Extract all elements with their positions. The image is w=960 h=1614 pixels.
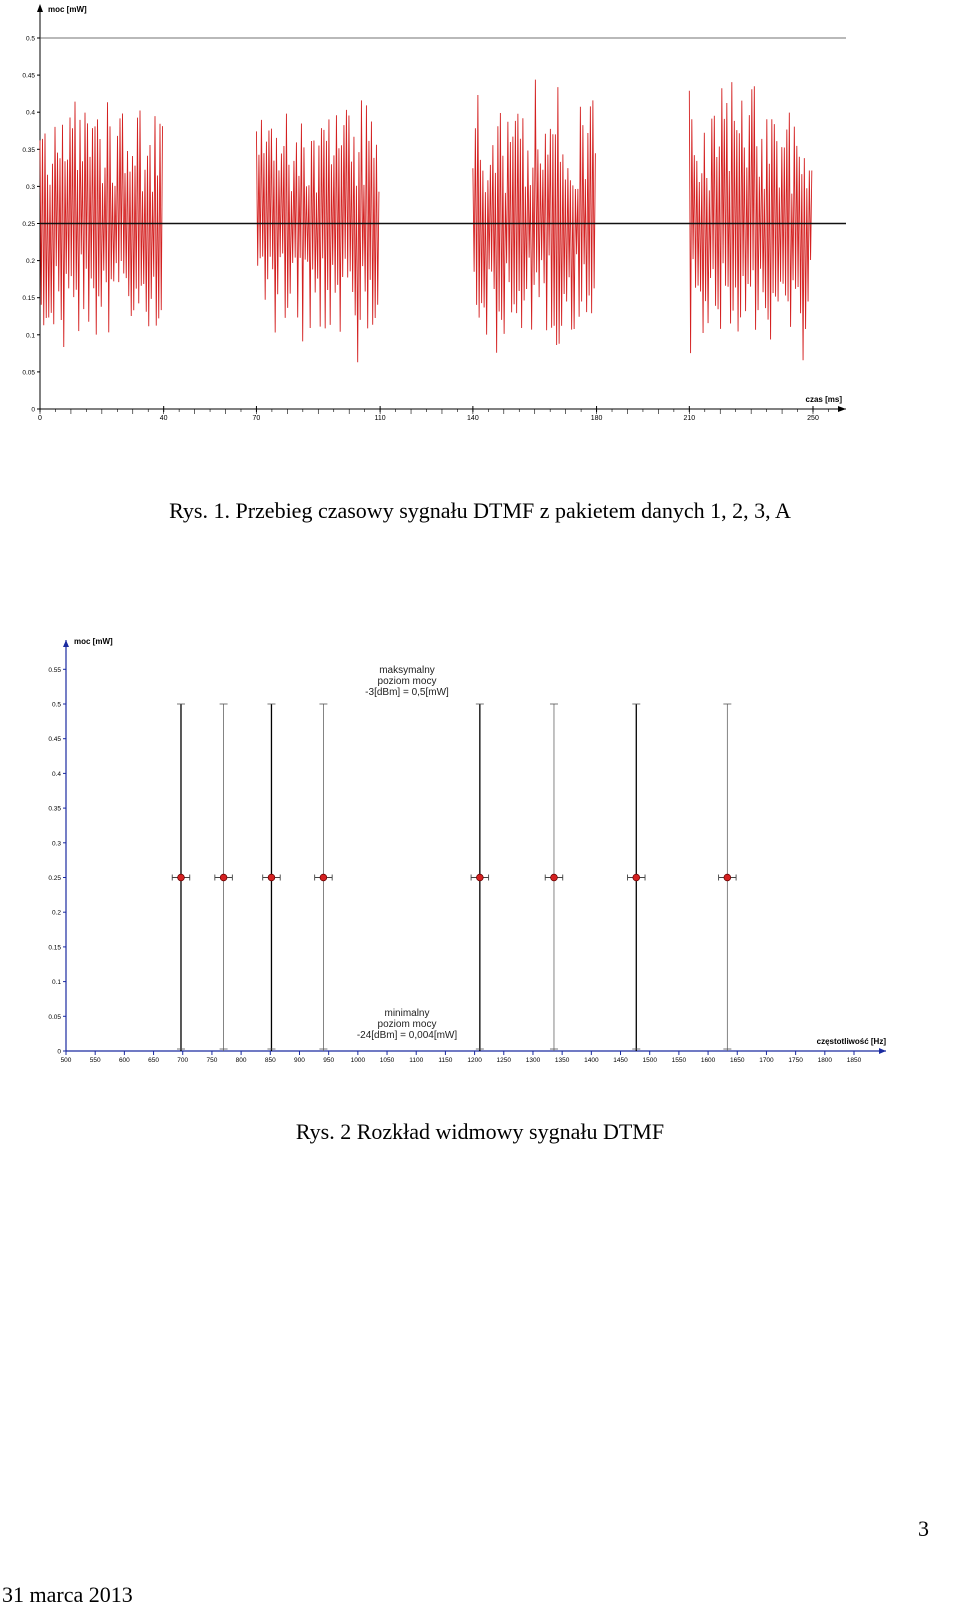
x-tick-label: 950 — [323, 1057, 334, 1064]
x-tick-label: 1000 — [351, 1057, 366, 1064]
x-tick-label: 1200 — [467, 1057, 482, 1064]
x-tick-label: 1400 — [584, 1057, 599, 1064]
data-point — [632, 873, 641, 882]
figure2-caption: Rys. 2 Rozkład widmowy sygnału DTMF — [295, 1119, 665, 1144]
x-tick-label: 1550 — [672, 1057, 687, 1064]
y-tick-label: 0.25 — [22, 221, 35, 228]
x-tick-label: 900 — [294, 1057, 305, 1064]
x-tick-label: 850 — [265, 1057, 276, 1064]
annotation-line: poziom mocy — [378, 676, 437, 687]
chart2-axes — [63, 640, 886, 1055]
y-tick-label: 0.15 — [22, 295, 35, 302]
x-tick-label: 750 — [206, 1057, 217, 1064]
annotation-line: poziom mocy — [378, 1019, 437, 1030]
x-tick-label: 140 — [467, 415, 479, 422]
x-tick-label: 1050 — [380, 1057, 395, 1064]
y-tick-label: 0.2 — [52, 910, 61, 917]
x-tick-label: 1600 — [701, 1057, 716, 1064]
y-tick-label: 0.05 — [48, 1014, 61, 1021]
x-tick-label: 1100 — [409, 1057, 423, 1064]
data-point — [219, 873, 228, 882]
x-tick-label: 1750 — [788, 1057, 803, 1064]
chart2-points — [171, 703, 737, 1051]
y-tick-label: 0.1 — [26, 332, 35, 339]
x-tick-label: 1700 — [759, 1057, 774, 1064]
signal-burst-1 — [39, 101, 163, 348]
y-tick-label: 0.15 — [48, 944, 61, 951]
x-tick-label: 500 — [61, 1057, 72, 1064]
y-tick-label: 0.3 — [26, 184, 35, 191]
x-tick-label: 1300 — [526, 1057, 541, 1064]
time-domain-chart: 0 0.05 0.1 0.15 0.2 0.25 0.3 0.35 0.4 0.45 0.5 0 40 7… — [22, 4, 846, 422]
data-point — [267, 873, 276, 882]
y-tick-label: 0.45 — [48, 736, 61, 743]
data-point — [723, 873, 732, 882]
y-tick-label: 0.35 — [48, 806, 61, 813]
x-tick-label: 70 — [253, 415, 261, 422]
chart1-axes — [37, 4, 846, 414]
x-tick-label: 1250 — [497, 1057, 512, 1064]
chart2-labels: 0 0.05 0.1 0.15 0.2 0.25 0.3 0.35 0.4 0.45 0.5 0.55… — [48, 637, 886, 1064]
page-number: 3 — [918, 1516, 929, 1541]
y-tick-label: 0.35 — [22, 147, 35, 154]
data-point — [476, 873, 484, 882]
x-tick-label: 40 — [160, 415, 168, 422]
x-tick-label: 800 — [236, 1057, 247, 1064]
x-tick-label: 550 — [90, 1057, 101, 1064]
x-tick-label: 1850 — [847, 1057, 862, 1064]
y-tick-label: 0.25 — [48, 875, 61, 882]
x-tick-label: 110 — [375, 415, 386, 422]
x-axis-arrow — [879, 1048, 886, 1054]
signal-burst-2 — [255, 100, 380, 363]
y-tick-label: 0.4 — [26, 110, 35, 117]
footer-date: 31 marca 2013 — [2, 1582, 133, 1607]
x-tick-label: 1450 — [613, 1057, 628, 1064]
y-tick-label: 0 — [31, 407, 35, 414]
x-tick-label: 1350 — [555, 1057, 570, 1064]
y-tick-label: 0.4 — [52, 771, 61, 778]
y-tick-label: 0.55 — [48, 667, 61, 674]
data-point — [550, 873, 558, 882]
data-point — [319, 873, 328, 882]
x-tick-label: 600 — [119, 1057, 130, 1064]
x-tick-label: 0 — [38, 415, 42, 422]
y-axis-label: moc [mW] — [74, 637, 113, 646]
y-tick-label: 0.45 — [22, 73, 35, 80]
chart1-signal — [39, 79, 846, 363]
x-tick-label: 650 — [148, 1057, 159, 1064]
chart1-labels: 0 0.05 0.1 0.15 0.2 0.25 0.3 0.35 0.4 0.45 0.5 0 40 7… — [22, 5, 842, 422]
signal-burst-3 — [472, 79, 596, 353]
y-tick-label: 0.05 — [22, 369, 35, 376]
annotation-line: minimalny — [384, 1008, 429, 1019]
x-tick-label: 210 — [683, 415, 695, 422]
data-point — [177, 873, 185, 882]
annotation-line: -3[dBm] = 0,5[mW] — [365, 687, 449, 698]
y-tick-label: 0 — [57, 1049, 61, 1056]
x-tick-label: 1500 — [642, 1057, 657, 1064]
y-axis-label: moc [mW] — [48, 5, 87, 14]
x-tick-label: 180 — [591, 415, 603, 422]
figure1-caption: Rys. 1. Przebieg czasowy sygnału DTMF z … — [169, 498, 791, 523]
y-tick-label: 0.2 — [26, 258, 35, 265]
x-tick-label: 1150 — [438, 1057, 452, 1064]
x-axis-label: czas [ms] — [806, 395, 843, 404]
x-tick-label: 700 — [177, 1057, 188, 1064]
x-axis-label: częstotliwość [Hz] — [817, 1037, 887, 1046]
y-tick-label: 0.3 — [52, 840, 61, 847]
y-axis-arrow — [37, 4, 43, 12]
x-tick-label: 1800 — [818, 1057, 833, 1064]
annotation-line: maksymalny — [379, 665, 435, 676]
signal-burst-4 — [688, 82, 813, 361]
x-tick-label: 1650 — [730, 1057, 745, 1064]
y-axis-arrow — [63, 640, 69, 647]
spectrum-chart: 0 0.05 0.1 0.15 0.2 0.25 0.3 0.35 0.4 0.45 0.5 0.55… — [48, 637, 886, 1064]
y-tick-label: 0.5 — [52, 702, 61, 709]
x-tick-label: 250 — [807, 415, 819, 422]
y-tick-label: 0.5 — [26, 36, 35, 43]
y-tick-label: 0.1 — [52, 979, 61, 986]
annotation-line: -24[dBm] = 0,004[mW] — [357, 1030, 458, 1041]
x-axis-arrow — [838, 406, 846, 412]
